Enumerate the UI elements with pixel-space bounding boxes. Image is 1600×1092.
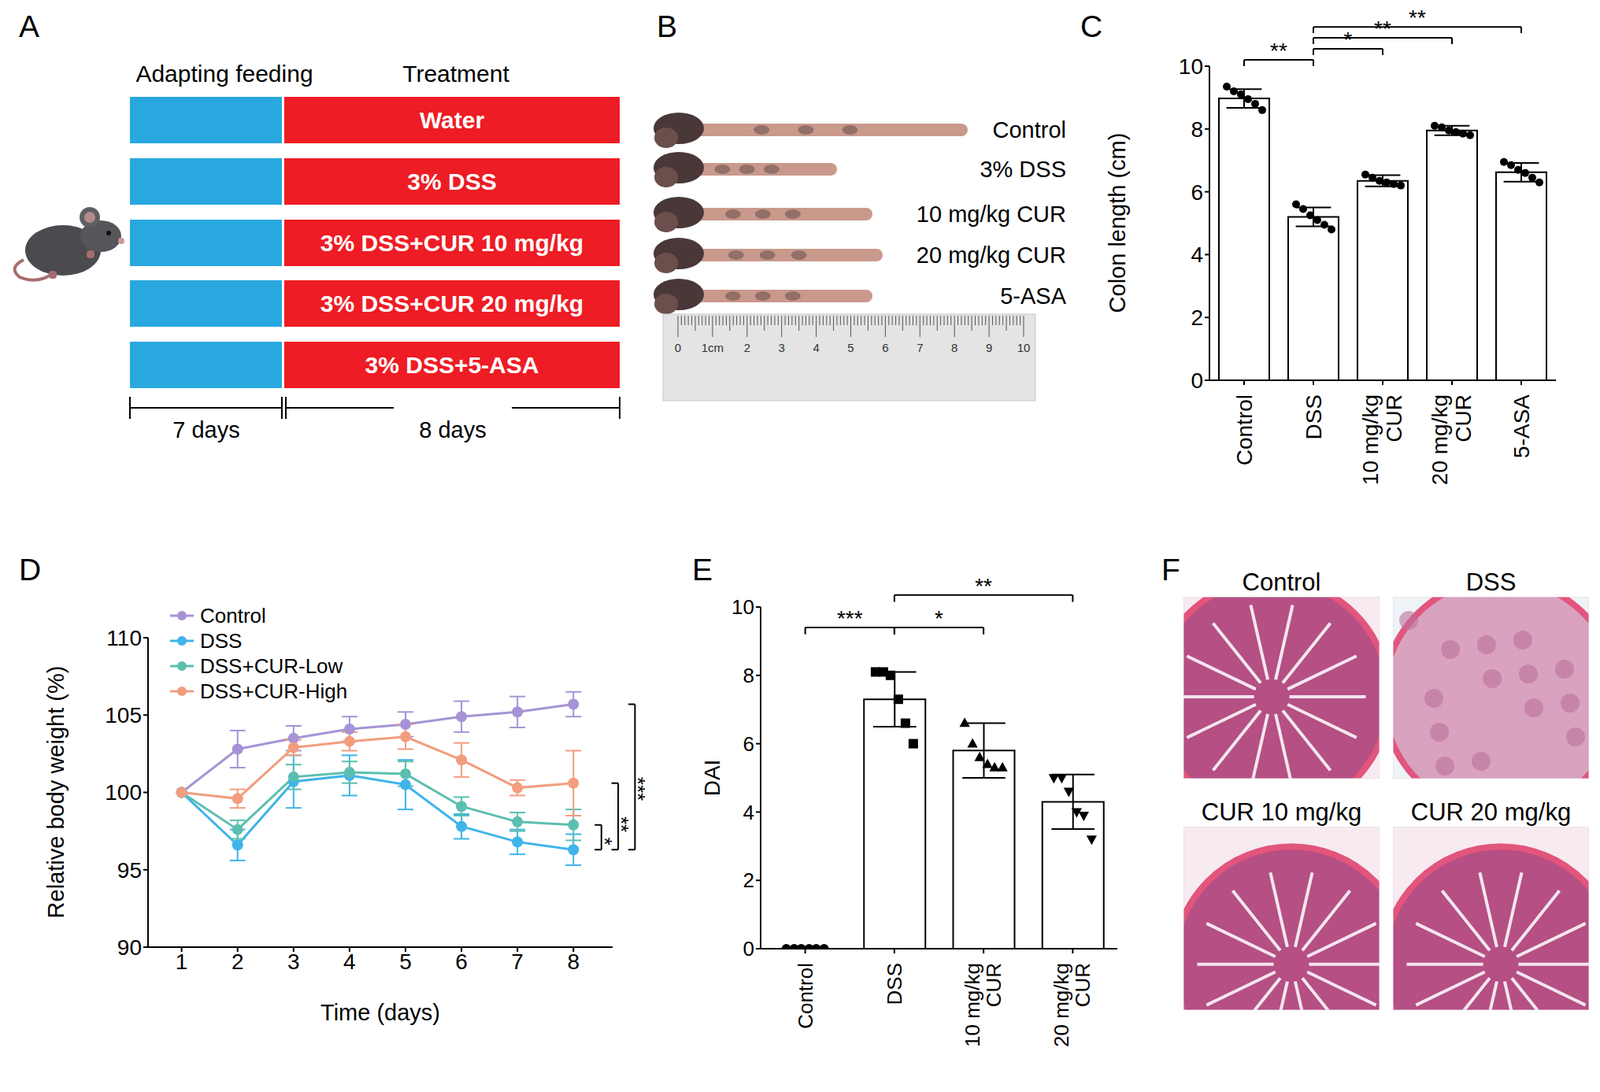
svg-text:95: 95	[117, 858, 142, 883]
svg-text:8 days: 8 days	[418, 417, 486, 443]
svg-text:3% DSS: 3% DSS	[407, 168, 497, 195]
html-text:DSS: DSS	[200, 628, 243, 653]
svg-text:5: 5	[399, 949, 412, 975]
svg-text:8: 8	[566, 949, 580, 975]
svg-text:0: 0	[743, 937, 755, 961]
svg-text:*: *	[934, 606, 944, 631]
svg-text:*: *	[1344, 27, 1353, 52]
html-text:Relative body weight (%): Relative body weight (%)	[42, 665, 69, 919]
svg-text:7: 7	[511, 949, 524, 975]
svg-text:**: **	[1408, 5, 1426, 30]
svg-text:1cm: 1cm	[701, 340, 724, 355]
svg-text:5-ASA: 5-ASA	[1509, 394, 1534, 459]
svg-text:Adapting feeding: Adapting feeding	[135, 60, 313, 87]
svg-text:0: 0	[674, 340, 682, 355]
html-text:C: C	[1080, 9, 1103, 44]
svg-text:10: 10	[1017, 340, 1031, 355]
html-text:D: D	[18, 552, 42, 587]
html-text:Colon length (cm): Colon length (cm)	[1104, 132, 1130, 313]
svg-text:20 mg/kg CUR: 20 mg/kg CUR	[916, 242, 1067, 268]
html-text:E: E	[692, 552, 713, 587]
svg-text:**: **	[974, 574, 993, 599]
svg-text:**: **	[609, 816, 634, 833]
svg-text:Treatment: Treatment	[402, 60, 510, 87]
svg-text:110: 110	[106, 625, 142, 651]
svg-text:7: 7	[916, 340, 923, 355]
svg-text:4: 4	[743, 800, 755, 825]
svg-text:8: 8	[951, 340, 958, 355]
svg-text:8: 8	[1190, 117, 1204, 142]
html-text:A: A	[18, 9, 40, 44]
html-text:B: B	[656, 9, 678, 44]
html-text:DSS+CUR-Low: DSS+CUR-Low	[200, 653, 343, 678]
svg-text:6: 6	[455, 949, 468, 975]
svg-text:10: 10	[731, 595, 755, 619]
svg-text:90: 90	[117, 935, 142, 960]
svg-text:3% DSS+5-ASA: 3% DSS+5-ASA	[365, 351, 540, 378]
svg-text:4: 4	[343, 949, 356, 975]
svg-text:6: 6	[1190, 180, 1204, 205]
svg-text:2: 2	[1190, 305, 1204, 330]
svg-text:Control: Control	[793, 962, 818, 1030]
html-text:Control: Control	[200, 603, 266, 628]
svg-text:CUR 10 mg/kg: CUR 10 mg/kg	[1201, 798, 1362, 826]
svg-text:10 mg/kg CUR: 10 mg/kg CUR	[916, 201, 1067, 227]
svg-text:**: **	[1374, 16, 1392, 41]
svg-text:3: 3	[778, 340, 786, 355]
svg-text:***: ***	[837, 606, 863, 631]
svg-text:5-ASA: 5-ASA	[1000, 283, 1067, 309]
svg-text:3% DSS+CUR 20 mg/kg: 3% DSS+CUR 20 mg/kg	[320, 290, 584, 317]
svg-text:Control: Control	[1232, 394, 1257, 466]
svg-text:6: 6	[743, 732, 755, 756]
svg-text:2: 2	[231, 949, 245, 975]
html-text:DAI: DAI	[700, 759, 725, 797]
svg-text:DSS: DSS	[882, 962, 907, 1005]
svg-text:1: 1	[175, 949, 189, 975]
html-text:DSS+CUR-High: DSS+CUR-High	[200, 679, 348, 703]
svg-text:7 days: 7 days	[172, 417, 240, 443]
svg-text:10 mg/kgCUR: 10 mg/kgCUR	[960, 962, 1006, 1048]
svg-text:2: 2	[743, 868, 755, 893]
svg-text:4: 4	[1190, 242, 1204, 267]
svg-text:10 mg/kgCUR: 10 mg/kgCUR	[1358, 394, 1406, 486]
svg-text:***: ***	[625, 777, 650, 801]
svg-text:4: 4	[812, 340, 819, 355]
svg-text:20 mg/kgCUR: 20 mg/kgCUR	[1049, 962, 1095, 1048]
svg-text:20 mg/kgCUR: 20 mg/kgCUR	[1427, 394, 1475, 486]
svg-text:10: 10	[1178, 54, 1204, 79]
svg-text:Control: Control	[1242, 568, 1322, 597]
html-text:Time (days): Time (days)	[320, 1000, 441, 1026]
svg-text:DSS: DSS	[1466, 568, 1517, 597]
html-text:F: F	[1161, 552, 1181, 587]
svg-text:100: 100	[104, 780, 142, 805]
svg-text:3% DSS: 3% DSS	[979, 156, 1067, 182]
svg-text:2: 2	[744, 340, 751, 355]
svg-text:8: 8	[743, 663, 755, 688]
svg-text:CUR 20 mg/kg: CUR 20 mg/kg	[1411, 798, 1571, 826]
svg-text:Water: Water	[419, 107, 486, 134]
svg-text:DSS: DSS	[1301, 394, 1326, 441]
svg-text:9: 9	[985, 340, 993, 355]
svg-text:3: 3	[287, 949, 300, 975]
svg-text:0: 0	[1190, 368, 1204, 393]
svg-text:*: *	[592, 837, 617, 845]
svg-text:3% DSS+CUR 10 mg/kg: 3% DSS+CUR 10 mg/kg	[320, 229, 584, 256]
svg-text:5: 5	[847, 340, 854, 355]
svg-text:Control: Control	[992, 117, 1067, 143]
svg-text:105: 105	[104, 703, 142, 728]
svg-text:**: **	[1270, 38, 1288, 63]
svg-text:6: 6	[881, 340, 889, 355]
